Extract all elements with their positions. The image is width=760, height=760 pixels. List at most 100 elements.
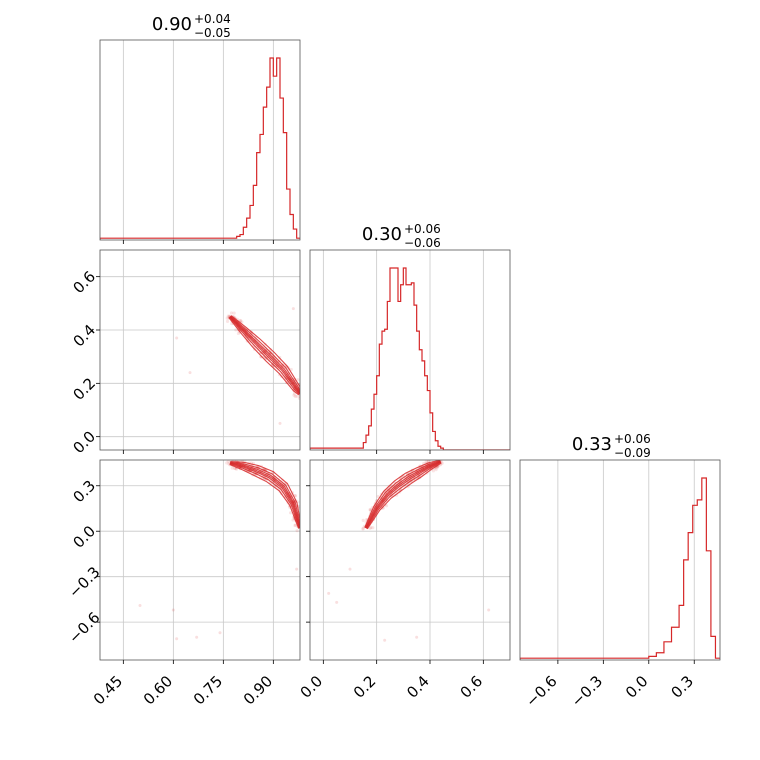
sample-point [301, 396, 304, 399]
y-tick-label: 0.6 [70, 268, 100, 298]
sample-point [361, 526, 365, 530]
sample-point [225, 461, 229, 465]
contour-line [229, 462, 300, 529]
sample-point [303, 526, 306, 529]
sample-point [293, 394, 297, 398]
sample-point [361, 527, 365, 531]
histogram-title-err-minus: −0.09 [614, 446, 651, 460]
panel-frame [309, 249, 511, 451]
sample-point [229, 311, 234, 315]
sample-point [302, 395, 305, 398]
y-tick-label: −0.6 [65, 609, 103, 647]
x-tick-label: 0.3 [667, 672, 697, 702]
outlier-point [327, 591, 331, 595]
sample-point [232, 466, 237, 470]
sample-point [434, 467, 438, 472]
scatter-panel-1-2: 0.0 0.2 0.4 0.6 [297, 456, 511, 702]
sample-point [376, 494, 380, 499]
contour-line [229, 463, 300, 529]
sample-point [361, 518, 365, 522]
density-region [175, 307, 305, 425]
sample-point [230, 466, 234, 470]
sample-point [226, 314, 230, 318]
sample-point [293, 494, 298, 498]
contour-line [366, 462, 442, 530]
contour-line [365, 460, 441, 529]
outlier-point [175, 637, 179, 641]
y-tick-label: 0.0 [70, 428, 100, 458]
contour-line [229, 315, 300, 395]
panel-frame [309, 459, 511, 661]
histogram-line [520, 477, 720, 660]
sample-point [440, 461, 444, 465]
x-tick-label: −0.6 [522, 672, 560, 710]
x-tick-label: 0.60 [140, 672, 176, 708]
panel-frame [99, 39, 301, 241]
histogram-title-value: 0.30 [362, 224, 402, 245]
sample-point [288, 511, 293, 515]
contour-line [230, 461, 300, 527]
scatter-panel-0-2: −0.6 −0.3 0.0 0.3 0.45 0.60 0.75 0.90 [65, 459, 306, 708]
sample-point [296, 378, 300, 382]
sample-point [295, 529, 299, 533]
sample-point [234, 467, 239, 471]
x-tick-label: 0.2 [350, 672, 380, 702]
x-tick-label: 0.45 [90, 672, 126, 708]
sample-point [368, 526, 372, 530]
outlier-point [278, 421, 282, 425]
histogram-line [100, 57, 300, 240]
outlier-point [171, 608, 175, 612]
x-tick-label: 0.0 [622, 672, 652, 702]
histogram-title-err-plus: +0.06 [404, 222, 441, 236]
density-region [327, 456, 491, 642]
x-tick-label: −0.3 [568, 672, 606, 710]
x-tick-label: 0.0 [297, 672, 327, 702]
contour-line [364, 460, 441, 529]
sample-point [239, 318, 243, 323]
sample-point [301, 388, 304, 391]
histogram-title-value: 0.90 [152, 14, 192, 35]
panel-frame [99, 459, 301, 661]
sample-point [291, 518, 295, 522]
y-tick-label: 0.4 [70, 321, 100, 351]
sample-point [368, 507, 372, 512]
sample-point [431, 469, 435, 473]
sample-point [236, 331, 241, 336]
sample-point [297, 396, 300, 401]
sample-point [302, 395, 305, 398]
histogram-title-err-minus: −0.05 [194, 26, 231, 40]
contour-line [228, 316, 300, 395]
sample-point [295, 394, 299, 398]
outlier-point [195, 635, 199, 639]
panel-frame [99, 249, 301, 451]
sample-point [302, 530, 305, 533]
outlier-point [218, 631, 222, 635]
outlier-point [415, 635, 419, 639]
sample-point [292, 393, 296, 397]
sample-point [371, 526, 375, 530]
density-region [138, 460, 306, 641]
y-tick-label: 0.2 [70, 374, 100, 404]
sample-point [424, 460, 428, 463]
contour-line [366, 461, 442, 529]
sample-point [225, 316, 229, 320]
histogram-title-value: 0.33 [572, 434, 612, 455]
x-tick-label: 0.75 [190, 672, 226, 708]
contour-line [365, 461, 442, 529]
sample-point [226, 460, 230, 463]
contour-line [230, 462, 300, 529]
outlier-point [175, 336, 179, 340]
sample-point [439, 456, 442, 459]
sample-point [293, 523, 297, 528]
x-tick-label: 0.90 [240, 672, 276, 708]
contour-line [364, 460, 441, 528]
outlier-point [291, 307, 295, 311]
sample-point [368, 508, 372, 512]
histogram-panel-1: 0.30 +0.06−0.06 [309, 222, 511, 454]
scatter-panel-0-1: 0.0 0.2 0.4 0.6 [70, 249, 305, 458]
sample-point [289, 367, 293, 372]
contour-line [230, 461, 300, 524]
contour-line [365, 460, 441, 529]
outlier-point [383, 638, 387, 642]
